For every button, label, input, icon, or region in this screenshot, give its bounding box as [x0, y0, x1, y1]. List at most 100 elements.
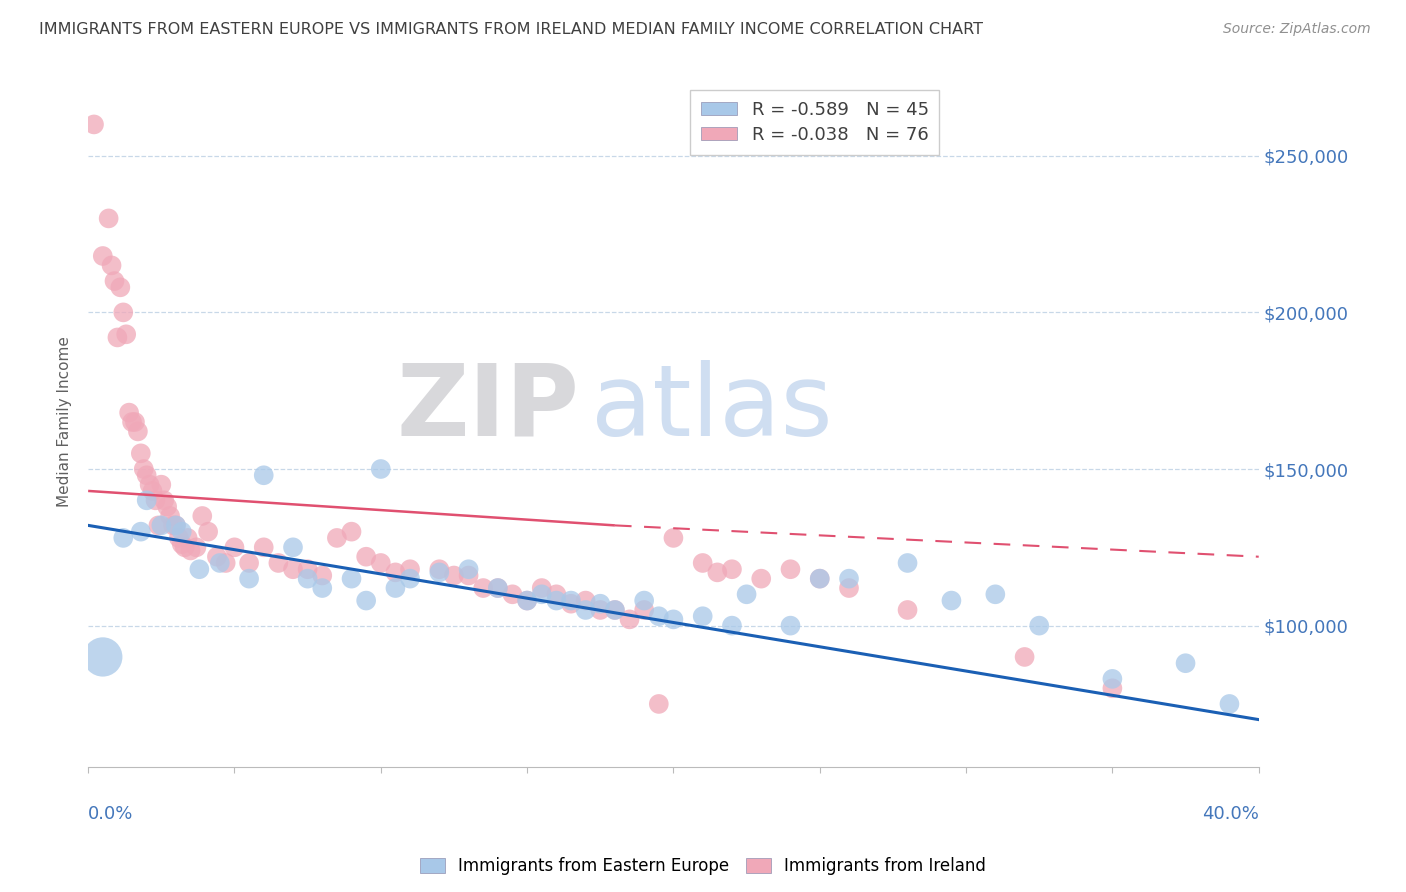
Point: [127, 425, 149, 439]
Point: [156, 500, 179, 514]
Point: [267, 556, 290, 570]
Legend: Immigrants from Eastern Europe, Immigrants from Ireland: Immigrants from Eastern Europe, Immigran…: [413, 851, 993, 882]
Point: [124, 415, 146, 429]
Point: [648, 609, 671, 624]
Point: [311, 581, 333, 595]
Point: [297, 562, 319, 576]
Text: ZIP: ZIP: [396, 359, 579, 457]
Point: [575, 603, 598, 617]
Text: atlas: atlas: [592, 359, 834, 457]
Point: [662, 531, 685, 545]
Point: [180, 543, 202, 558]
Point: [896, 556, 918, 570]
Point: [145, 493, 167, 508]
Point: [443, 568, 465, 582]
Point: [354, 549, 377, 564]
Point: [238, 572, 260, 586]
Point: [530, 581, 553, 595]
Point: [808, 572, 831, 586]
Point: [205, 549, 228, 564]
Point: [186, 541, 208, 555]
Point: [619, 612, 641, 626]
Point: [370, 462, 392, 476]
Legend: R = -0.589   N = 45, R = -0.038   N = 76: R = -0.589 N = 45, R = -0.038 N = 76: [690, 90, 939, 155]
Point: [486, 581, 509, 595]
Point: [112, 305, 135, 319]
Point: [170, 537, 193, 551]
Point: [354, 593, 377, 607]
Point: [135, 493, 157, 508]
Point: [115, 327, 138, 342]
Point: [110, 280, 132, 294]
Point: [281, 562, 304, 576]
Point: [370, 556, 392, 570]
Point: [191, 508, 214, 523]
Point: [83, 117, 105, 131]
Point: [253, 468, 276, 483]
Point: [560, 597, 582, 611]
Point: [162, 518, 184, 533]
Text: 40.0%: 40.0%: [1202, 805, 1258, 823]
Point: [103, 274, 125, 288]
Point: [326, 531, 349, 545]
Point: [1101, 672, 1123, 686]
Point: [132, 462, 155, 476]
Point: [112, 531, 135, 545]
Text: IMMIGRANTS FROM EASTERN EUROPE VS IMMIGRANTS FROM IRELAND MEDIAN FAMILY INCOME C: IMMIGRANTS FROM EASTERN EUROPE VS IMMIGR…: [39, 22, 983, 37]
Point: [138, 477, 160, 491]
Point: [1028, 618, 1050, 632]
Point: [838, 572, 860, 586]
Point: [457, 568, 479, 582]
Point: [153, 493, 176, 508]
Point: [896, 603, 918, 617]
Point: [281, 541, 304, 555]
Point: [516, 593, 538, 607]
Point: [224, 541, 246, 555]
Point: [107, 330, 129, 344]
Point: [297, 572, 319, 586]
Point: [399, 562, 422, 576]
Point: [238, 556, 260, 570]
Point: [97, 211, 120, 226]
Point: [135, 468, 157, 483]
Point: [941, 593, 963, 607]
Point: [165, 518, 187, 533]
Point: [516, 593, 538, 607]
Point: [129, 524, 152, 539]
Point: [399, 572, 422, 586]
Point: [808, 572, 831, 586]
Point: [215, 556, 238, 570]
Point: [472, 581, 495, 595]
Point: [150, 518, 173, 533]
Point: [159, 508, 181, 523]
Point: [530, 587, 553, 601]
Point: [118, 406, 141, 420]
Point: [735, 587, 758, 601]
Point: [384, 581, 406, 595]
Point: [148, 518, 170, 533]
Point: [384, 566, 406, 580]
Point: [340, 572, 363, 586]
Point: [575, 593, 598, 607]
Point: [838, 581, 860, 595]
Point: [486, 581, 509, 595]
Point: [749, 572, 772, 586]
Point: [633, 603, 655, 617]
Point: [603, 603, 626, 617]
Point: [91, 649, 114, 664]
Y-axis label: Median Family Income: Median Family Income: [58, 336, 72, 508]
Point: [427, 566, 450, 580]
Point: [167, 531, 190, 545]
Point: [721, 618, 744, 632]
Point: [457, 562, 479, 576]
Point: [546, 593, 568, 607]
Point: [129, 446, 152, 460]
Point: [91, 249, 114, 263]
Point: [141, 483, 163, 498]
Point: [427, 562, 450, 576]
Point: [501, 587, 523, 601]
Point: [603, 603, 626, 617]
Point: [589, 597, 612, 611]
Point: [100, 259, 122, 273]
Point: [1101, 681, 1123, 696]
